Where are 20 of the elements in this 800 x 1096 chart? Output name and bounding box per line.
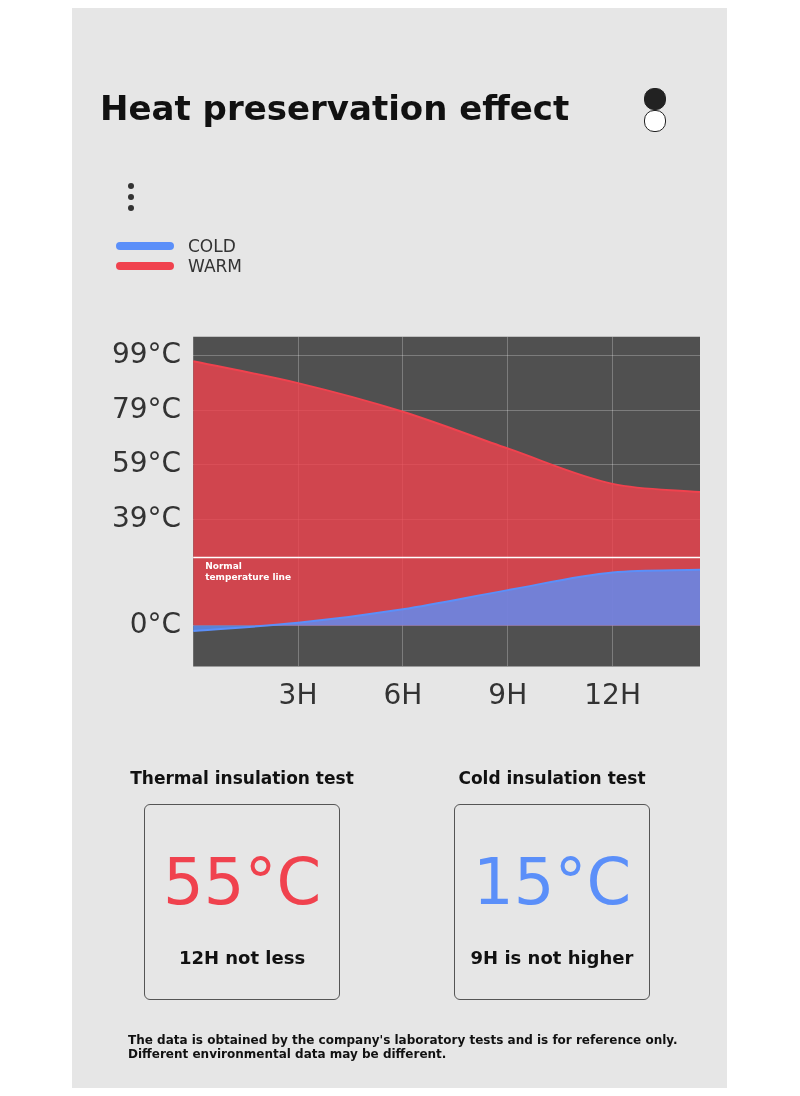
text: Thermal insulation test bbox=[129, 768, 355, 788]
x-tick-label: 6H bbox=[383, 678, 423, 712]
text: 15°C bbox=[471, 844, 633, 921]
y-tick-label: 59°C bbox=[111, 446, 182, 480]
y-tick-label: 79°C bbox=[111, 391, 182, 425]
text: The data is obtained by the company's laboratory tests and is for reference only. Different environmental data may be different. bbox=[128, 1033, 679, 1061]
y-tick-label: 0°C bbox=[129, 606, 182, 640]
x-tick-label: 9H bbox=[488, 678, 528, 712]
chart-title: Heat preservation effect bbox=[100, 88, 570, 128]
text: Cold insulation test bbox=[457, 768, 647, 788]
x-tick-label: 3H bbox=[278, 678, 318, 712]
text: 12H not less bbox=[177, 947, 307, 968]
legend-label: WARM bbox=[188, 256, 242, 276]
ref-line-label: Normal temperature line bbox=[205, 561, 292, 583]
legend-label: COLD bbox=[188, 236, 236, 256]
text: 55°C bbox=[161, 844, 323, 921]
x-tick-label: 12H bbox=[584, 678, 641, 712]
text: 9H is not higher bbox=[469, 947, 635, 968]
y-tick-label: 39°C bbox=[111, 500, 182, 534]
y-tick-label: 99°C bbox=[111, 337, 182, 371]
